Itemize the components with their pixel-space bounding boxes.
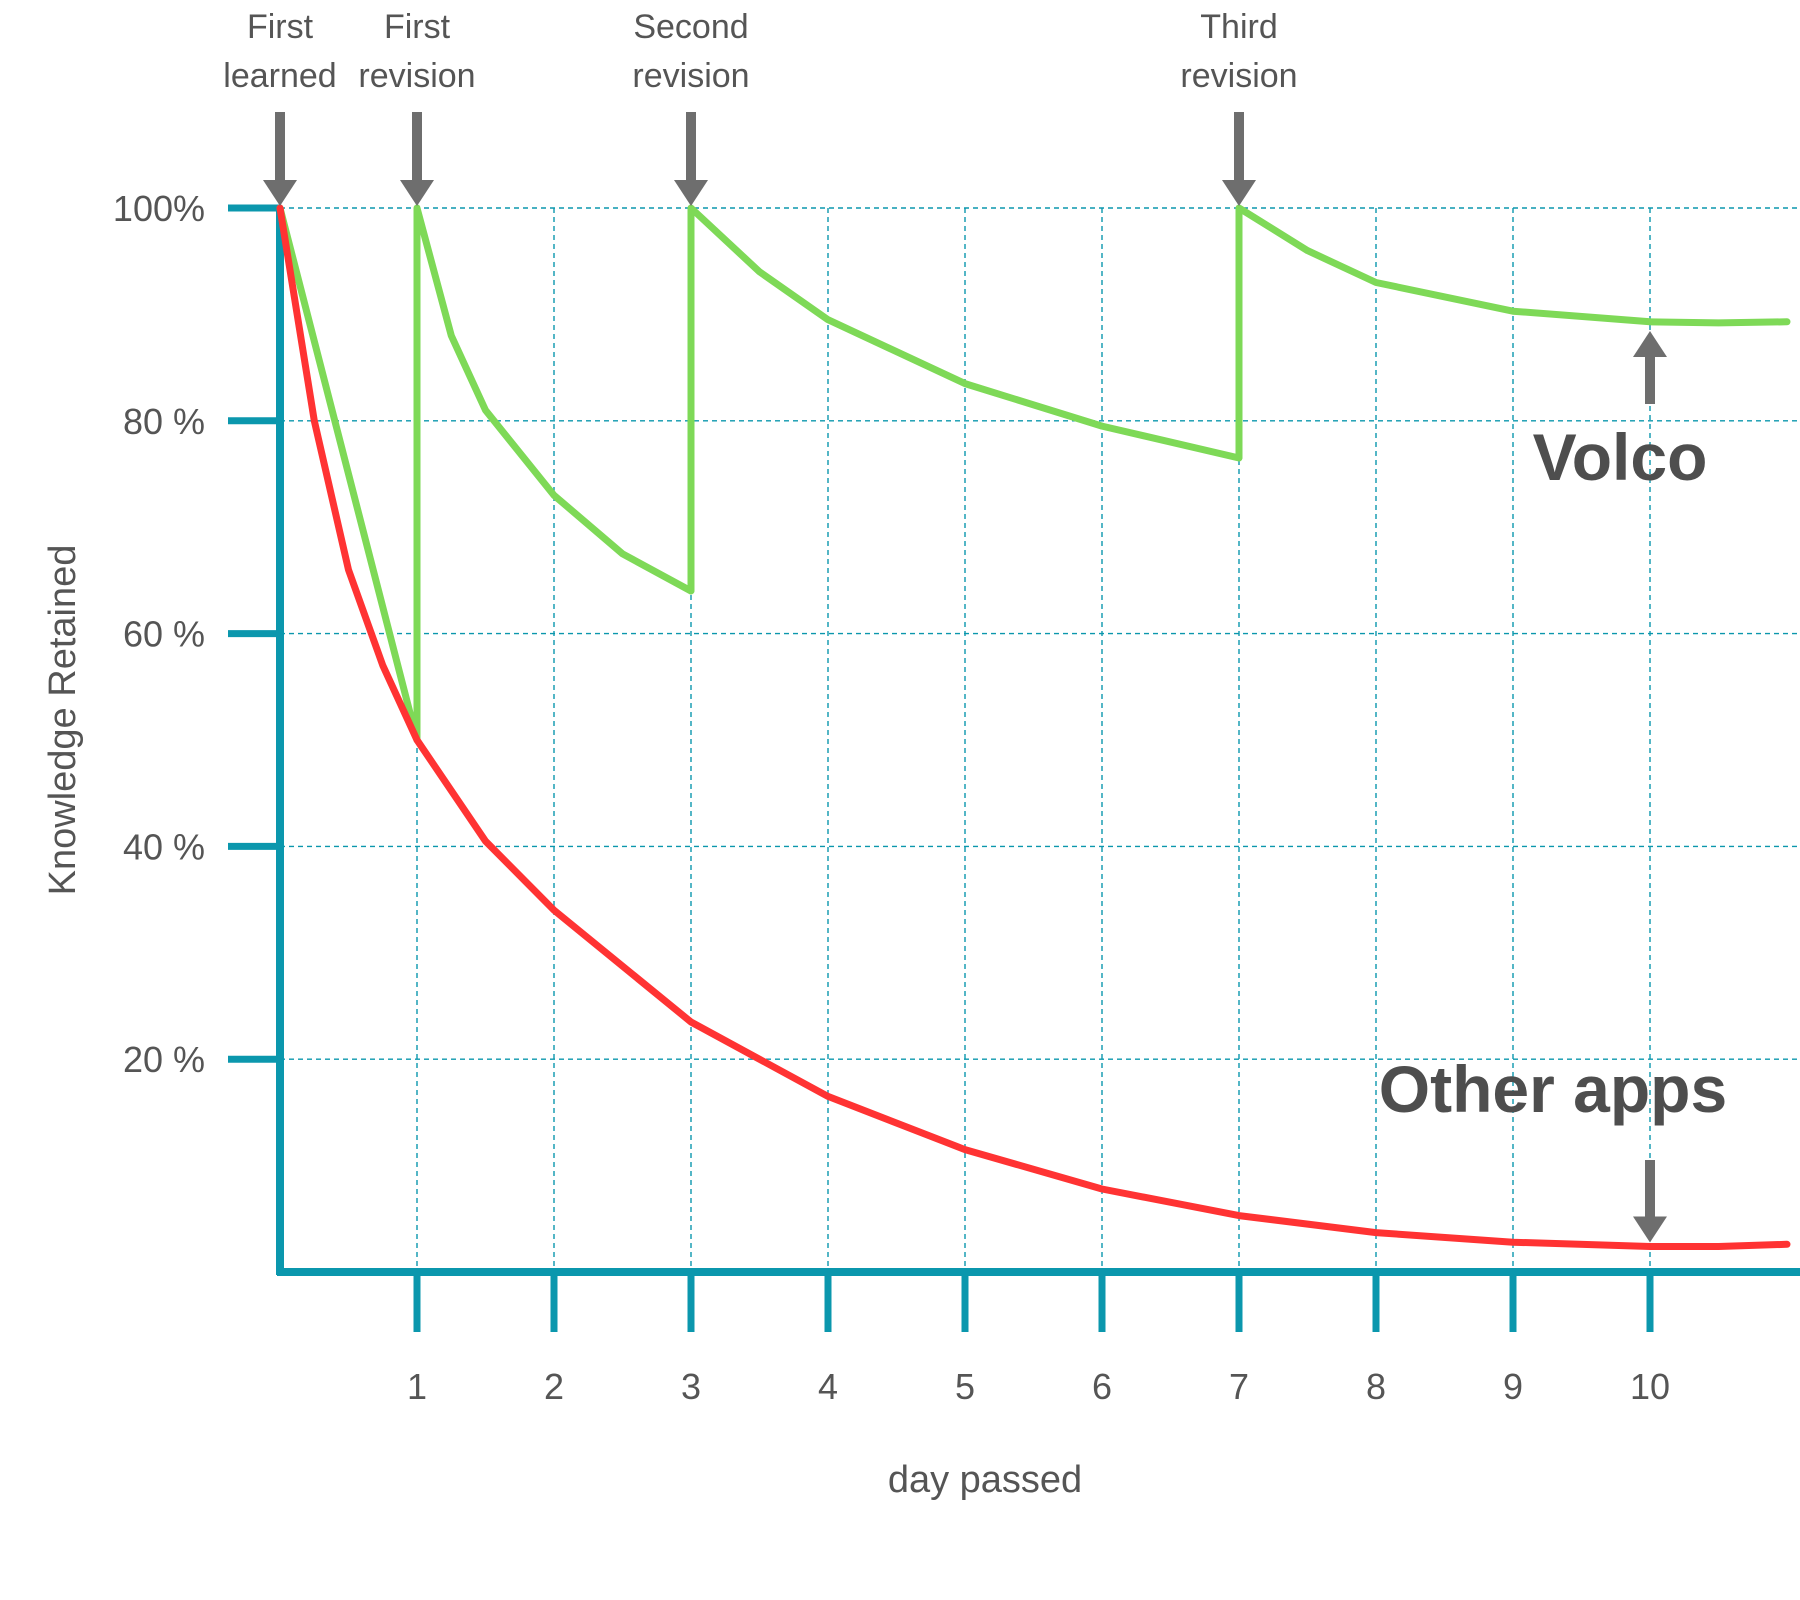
y-tick-label-60: 60 % <box>123 614 205 655</box>
annotation-arrow-1-head <box>400 180 434 206</box>
series-label-volco: Volco <box>1533 420 1708 494</box>
annotation-label-0-line-0: First <box>247 8 314 46</box>
grid <box>280 207 1800 1272</box>
other-apps-arrow-head <box>1633 1216 1667 1243</box>
annotation-label-3-line-0: Third <box>1200 8 1277 46</box>
axes <box>228 204 1800 1332</box>
series-line-volco <box>276 204 1791 744</box>
x-tick-label-2: 2 <box>544 1366 564 1407</box>
annotation-arrow-3-head <box>1222 180 1256 206</box>
x-tick-label-4: 4 <box>818 1366 838 1407</box>
annotation-arrow-2-head <box>674 180 708 206</box>
series <box>276 204 1791 1250</box>
x-tick-label-5: 5 <box>955 1366 975 1407</box>
x-tick-label-7: 7 <box>1229 1366 1249 1407</box>
annotation-arrow-0-head <box>263 180 297 206</box>
annotation-label-2-line-0: Second <box>633 8 748 46</box>
x-tick-label-9: 9 <box>1503 1366 1523 1407</box>
series-line-other-apps <box>276 204 1791 1250</box>
y-tick-label-20: 20 % <box>123 1039 205 1080</box>
other-apps-arrow <box>1633 1160 1667 1243</box>
y-tick-label-100: 100% <box>113 188 205 229</box>
y-tick-label-80: 80 % <box>123 401 205 442</box>
annotation-label-1-line-0: First <box>384 8 451 46</box>
annotation-arrow-0 <box>263 112 297 206</box>
x-tick-label-3: 3 <box>681 1366 701 1407</box>
labels: Knowledge Retained day passed 20 % 40 % 60… <box>42 8 1727 1501</box>
annotation-label-2-line-1: revision <box>632 57 749 95</box>
x-tick-label-10: 10 <box>1630 1366 1670 1407</box>
volco-arrow <box>1633 331 1667 404</box>
x-tick-label-8: 8 <box>1366 1366 1386 1407</box>
y-tick-label-40: 40 % <box>123 826 205 867</box>
annotation-arrows <box>263 112 1667 1243</box>
annotation-label-0-line-1: learned <box>223 57 336 95</box>
annotation-arrow-3 <box>1222 112 1256 206</box>
annotation-label-3-line-1: revision <box>1180 57 1297 95</box>
volco-arrow-head <box>1633 331 1667 358</box>
x-tick-label-1: 1 <box>407 1366 427 1407</box>
series-label-other-apps: Other apps <box>1379 1052 1727 1126</box>
y-axis-title: Knowledge Retained <box>42 545 84 896</box>
x-tick-label-6: 6 <box>1092 1366 1112 1407</box>
x-axis-title: day passed <box>888 1459 1082 1501</box>
annotation-arrow-2 <box>674 112 708 206</box>
annotation-arrow-1 <box>400 112 434 206</box>
annotation-label-1-line-1: revision <box>358 57 475 95</box>
